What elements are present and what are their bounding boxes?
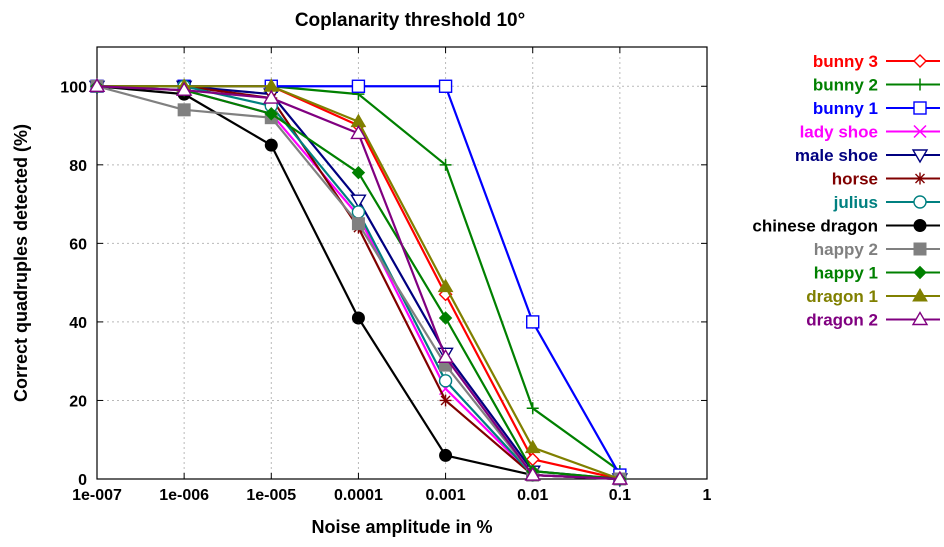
y-axis: 0 20 40 60 80 100	[60, 79, 707, 489]
data-point	[526, 402, 539, 415]
data-point	[175, 81, 193, 96]
x-axis: 1e-007 1e-006 1e-005 0.0001 0.001 0.01 0.1 1	[72, 47, 712, 504]
legend-entry: dragon 2	[806, 311, 940, 330]
data-point	[351, 165, 366, 180]
legend-label: happy 2	[814, 240, 878, 259]
x-tick-label: 0.001	[426, 487, 466, 504]
data-point	[350, 194, 367, 209]
legend-label: bunny 3	[813, 52, 878, 71]
x-tick-label: 0.1	[609, 487, 631, 504]
legend-label: dragon 1	[806, 287, 878, 306]
plot-frame	[96, 46, 708, 480]
legend-marker	[912, 288, 928, 302]
y-tick-label: 100	[60, 79, 87, 96]
data-point	[438, 374, 453, 388]
y-tick-label: 0	[78, 472, 87, 489]
data-point	[177, 103, 191, 117]
y-tick-label: 60	[69, 236, 87, 253]
legend-marker	[914, 78, 926, 91]
legend-label: dragon 2	[806, 311, 878, 330]
data-point	[263, 89, 280, 104]
x-tick-label: 1	[703, 487, 712, 504]
data-point	[351, 311, 365, 325]
legend-marker	[913, 101, 927, 115]
legend-marker	[914, 172, 926, 185]
legend-marker	[913, 242, 927, 256]
legend-entry: happy 2	[814, 240, 940, 259]
legend: bunny 3 bunny 2 bunny 1 lady shoe male shoe h…	[752, 52, 940, 330]
data-point	[351, 217, 365, 231]
legend-entry: julius	[833, 193, 940, 212]
data-point	[611, 470, 629, 485]
data-point	[439, 448, 453, 462]
y-tick-label: 80	[69, 158, 87, 175]
series-dragon-2	[88, 77, 629, 485]
legend-marker	[913, 265, 927, 280]
data-point	[438, 311, 453, 325]
legend-entry: bunny 3	[813, 52, 940, 71]
data-point	[437, 278, 454, 293]
legend-label: happy 1	[814, 264, 878, 283]
data-point	[264, 138, 278, 152]
x-tick-label: 0.0001	[334, 487, 383, 504]
legend-entry: lady shoe	[800, 123, 940, 142]
legend-label: chinese dragon	[752, 217, 878, 236]
data-point	[351, 79, 366, 93]
data-point	[350, 125, 367, 140]
legend-entry: male shoe	[795, 146, 940, 165]
series-bunny-1	[90, 79, 627, 482]
data-point	[438, 79, 453, 93]
data-point	[264, 107, 278, 121]
data-point	[439, 394, 452, 407]
data-point	[524, 466, 541, 481]
series-layer	[88, 77, 629, 488]
legend-marker	[911, 149, 929, 164]
data-point	[351, 205, 366, 219]
data-point	[437, 348, 454, 363]
legend-label: bunny 1	[813, 99, 878, 118]
x-tick-label: 1e-007	[72, 487, 122, 504]
legend-entry: happy 1	[814, 264, 940, 283]
legend-marker	[911, 311, 929, 326]
data-point	[526, 315, 540, 329]
data-point	[88, 77, 106, 92]
data-point	[439, 158, 452, 171]
legend-label: male shoe	[795, 146, 878, 165]
y-tick-label: 20	[69, 393, 87, 410]
chart-title: Coplanarity threshold 10°	[295, 10, 525, 31]
legend-entry: bunny 2	[813, 76, 940, 95]
y-tick-label: 40	[69, 315, 87, 332]
x-tick-label: 1e-005	[246, 487, 296, 504]
x-tick-label: 1e-006	[159, 487, 209, 504]
legend-marker	[913, 124, 927, 139]
legend-marker	[913, 54, 927, 68]
legend-label: julius	[833, 193, 878, 212]
y-axis-label: Correct quadruples detected (%)	[11, 124, 31, 402]
legend-entry: dragon 1	[806, 287, 940, 306]
data-point	[524, 439, 541, 454]
legend-label: horse	[832, 170, 878, 189]
legend-label: bunny 2	[813, 76, 878, 95]
legend-entry: bunny 1	[813, 99, 940, 118]
legend-marker	[913, 219, 927, 232]
x-tick-label: 0.01	[517, 487, 548, 504]
legend-entry: chinese dragon	[752, 217, 940, 236]
legend-entry: horse	[832, 170, 940, 189]
series-line	[97, 85, 621, 476]
legend-label: lady shoe	[800, 123, 878, 142]
x-axis-label: Noise amplitude in %	[311, 517, 492, 537]
legend-marker	[913, 195, 927, 209]
